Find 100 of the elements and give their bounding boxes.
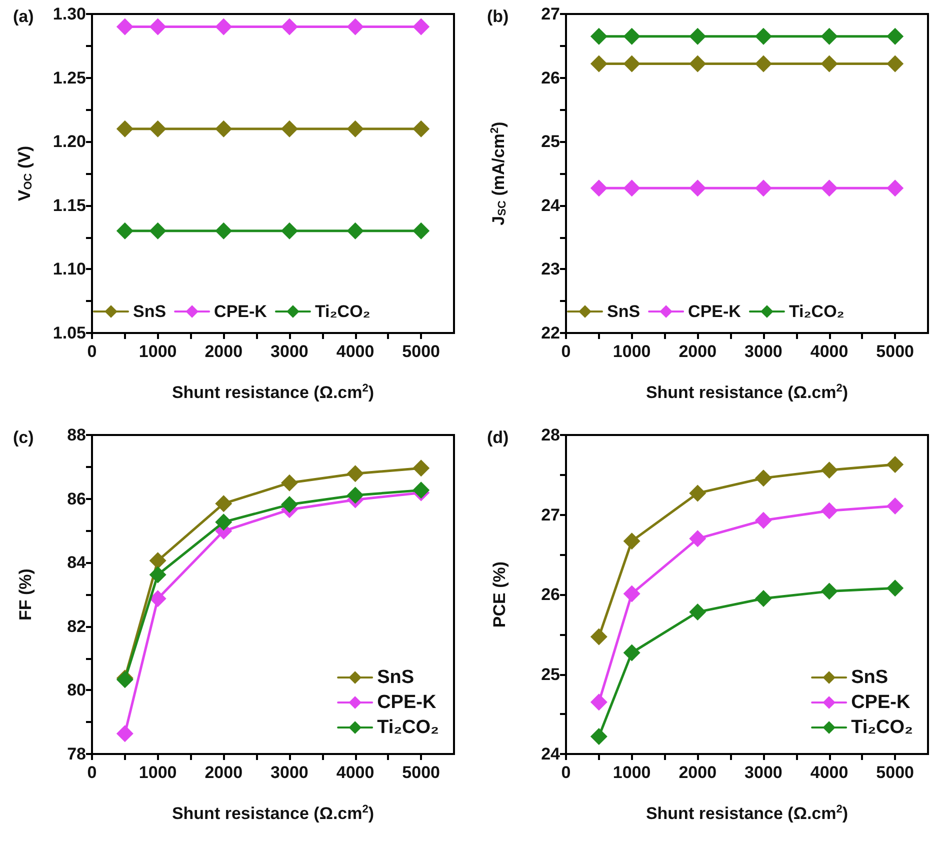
y-tick-label: 78 (67, 744, 86, 764)
point (689, 28, 706, 45)
x-tick-label: 1000 (138, 763, 177, 782)
point (754, 512, 772, 529)
point (590, 628, 608, 646)
x-tick-label: 3000 (270, 342, 308, 361)
legend-label: CPE-K (851, 692, 910, 713)
legend-label: SnS (377, 667, 414, 688)
point (215, 120, 232, 138)
chart-title: (d) (487, 428, 509, 447)
x-tick-label: 5000 (402, 763, 440, 782)
point (590, 180, 608, 197)
point (623, 585, 640, 602)
x-tick-label: 4000 (336, 342, 374, 361)
point (689, 530, 706, 548)
x-tick-label: 0 (87, 763, 97, 782)
y-tick-label: 88 (67, 426, 86, 444)
y-tick-label: 24 (541, 196, 561, 215)
point (886, 180, 904, 197)
point (754, 55, 772, 72)
point (346, 18, 364, 36)
x-tick-label: 3000 (744, 763, 782, 782)
y-tick-label: 25 (541, 664, 560, 684)
legend-label: CPE-K (688, 302, 742, 321)
point (754, 470, 772, 487)
point (412, 222, 430, 240)
point (886, 497, 904, 514)
x-tick-label: 2000 (204, 342, 243, 361)
point (820, 582, 838, 600)
point (346, 465, 364, 482)
point (689, 55, 706, 72)
point (116, 222, 134, 240)
point (346, 120, 364, 138)
point (215, 495, 232, 512)
point (886, 456, 904, 474)
y-axis-title: FF (%) (16, 568, 35, 620)
point (280, 222, 298, 240)
point (623, 28, 640, 45)
legend-label: CPE-K (377, 692, 436, 713)
point (590, 728, 608, 745)
legend-label: SnS (851, 667, 888, 688)
point (754, 28, 772, 45)
y-tick-label: 80 (67, 680, 86, 700)
y-tick-label: 27 (541, 4, 560, 24)
chart-title: (a) (13, 7, 34, 26)
y-tick-label: 26 (541, 585, 560, 604)
x-tick-label: 1000 (138, 342, 177, 361)
y-tick-label: 1.30 (52, 4, 86, 24)
legend-label: SnS (133, 302, 166, 321)
point (149, 552, 166, 570)
x-tick-label: 2000 (678, 342, 717, 361)
legend-label: Ti₂CO₂ (314, 302, 370, 321)
point (820, 462, 838, 479)
point (820, 180, 838, 197)
point (215, 222, 232, 240)
y-axis-title: VOC (V) (15, 146, 34, 202)
legend-label: Ti₂CO₂ (851, 717, 914, 738)
point (886, 28, 904, 45)
point (886, 580, 904, 597)
chart-title: (b) (487, 7, 509, 26)
x-tick-label: 5000 (402, 342, 440, 361)
legend-label: Ti₂CO₂ (377, 717, 440, 738)
legend-label: CPE-K (214, 302, 268, 321)
y-axis-title: PCE (%) (490, 561, 509, 628)
point (412, 120, 430, 138)
x-tick-label: 4000 (810, 342, 848, 361)
x-tick-label: 5000 (876, 342, 914, 361)
chart-title: (c) (13, 428, 34, 447)
x-tick-label: 4000 (336, 763, 374, 782)
point (280, 496, 298, 514)
x-tick-label: 1000 (612, 342, 651, 361)
point (820, 55, 838, 72)
point (280, 120, 298, 138)
point (623, 180, 640, 197)
point (623, 644, 640, 662)
y-tick-label: 1.25 (52, 68, 86, 88)
point (623, 532, 640, 550)
point (754, 590, 772, 607)
y-tick-label: 1.15 (52, 196, 86, 215)
x-tick-label: 3000 (744, 342, 782, 361)
point (689, 484, 706, 502)
x-tick-label: 0 (87, 342, 97, 361)
point (149, 590, 166, 608)
point (280, 18, 298, 36)
x-tick-label: 0 (561, 763, 571, 782)
y-tick-label: 82 (67, 616, 86, 636)
point (623, 55, 640, 72)
point (689, 604, 706, 621)
point (149, 566, 166, 584)
point (116, 120, 134, 138)
x-tick-label: 3000 (270, 763, 308, 782)
point (280, 474, 298, 492)
legend-label: SnS (607, 302, 640, 321)
point (149, 222, 166, 240)
point (820, 28, 838, 45)
x-tick-label: 1000 (612, 763, 651, 782)
point (412, 460, 430, 477)
y-tick-label: 24 (541, 744, 561, 764)
point (215, 18, 232, 36)
y-tick-label: 1.05 (52, 324, 86, 342)
